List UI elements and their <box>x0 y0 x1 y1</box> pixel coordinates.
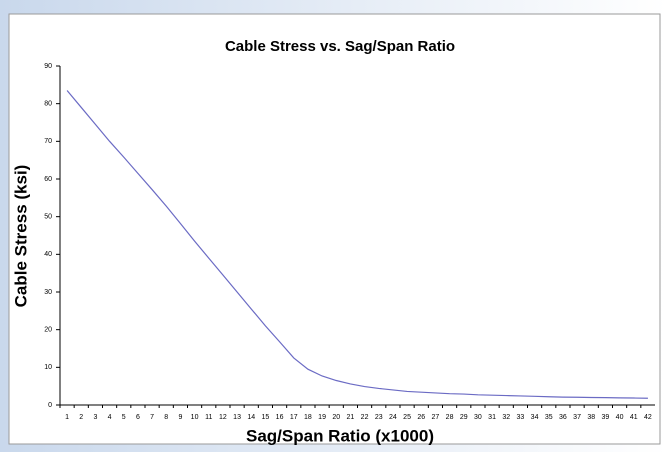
x-tick-label: 16 <box>276 414 284 421</box>
x-tick-label: 9 <box>178 414 182 421</box>
x-tick-label: 37 <box>573 414 581 421</box>
y-tick-label: 50 <box>44 214 52 221</box>
x-tick-label: 17 <box>290 414 298 421</box>
y-tick-label: 90 <box>44 63 52 70</box>
x-tick-label: 6 <box>136 414 140 421</box>
y-tick-label: 30 <box>44 289 52 296</box>
x-tick-label: 20 <box>332 414 340 421</box>
y-tick-label: 10 <box>44 364 52 371</box>
x-tick-label: 26 <box>417 414 425 421</box>
x-tick-label: 8 <box>164 414 168 421</box>
x-tick-label: 5 <box>122 414 126 421</box>
y-tick-label: 70 <box>44 138 52 145</box>
x-tick-label: 3 <box>93 414 97 421</box>
x-tick-label: 22 <box>361 414 369 421</box>
x-tick-label: 42 <box>644 414 652 421</box>
x-tick-label: 33 <box>517 414 525 421</box>
x-tick-label: 36 <box>559 414 567 421</box>
x-tick-label: 2 <box>79 414 83 421</box>
y-axis-label: Cable Stress (ksi) <box>11 165 30 308</box>
x-tick-label: 39 <box>602 414 610 421</box>
x-tick-label: 11 <box>205 414 212 421</box>
chart-frame <box>8 13 661 445</box>
x-tick-label: 35 <box>545 414 553 421</box>
y-tick-label: 80 <box>44 101 52 108</box>
x-axis-label: Sag/Span Ratio (x1000) <box>246 426 434 445</box>
x-tick-label: 32 <box>502 414 510 421</box>
x-tick-label: 24 <box>389 414 397 421</box>
x-tick-label: 29 <box>460 414 468 421</box>
x-tick-label: 27 <box>432 414 440 421</box>
x-tick-label: 12 <box>219 414 227 421</box>
x-tick-label: 31 <box>488 414 496 421</box>
x-tick-label: 28 <box>446 414 454 421</box>
chart-title: Cable Stress vs. Sag/Span Ratio <box>225 38 455 55</box>
x-tick-label: 18 <box>304 414 312 421</box>
x-tick-label: 19 <box>318 414 326 421</box>
x-tick-label: 10 <box>191 414 199 421</box>
x-tick-label: 34 <box>531 414 539 421</box>
x-tick-label: 1 <box>65 414 69 421</box>
y-tick-label: 0 <box>48 402 52 409</box>
x-tick-label: 38 <box>587 414 595 421</box>
x-tick-label: 21 <box>347 414 355 421</box>
y-tick-label: 20 <box>44 327 52 334</box>
x-tick-label: 4 <box>108 414 112 421</box>
x-tick-label: 7 <box>150 414 154 421</box>
line <box>66 90 648 399</box>
y-tick-label: 60 <box>44 176 52 183</box>
x-tick-label: 25 <box>403 414 411 421</box>
x-tick-label: 41 <box>630 414 638 421</box>
x-tick-label: 13 <box>233 414 241 421</box>
x-tick-label: 15 <box>262 414 270 421</box>
x-tick-label: 30 <box>474 414 482 421</box>
x-tick-label: 40 <box>616 414 624 421</box>
y-tick-label: 40 <box>44 251 52 258</box>
x-tick-label: 14 <box>247 414 255 421</box>
x-tick-label: 23 <box>375 414 383 421</box>
